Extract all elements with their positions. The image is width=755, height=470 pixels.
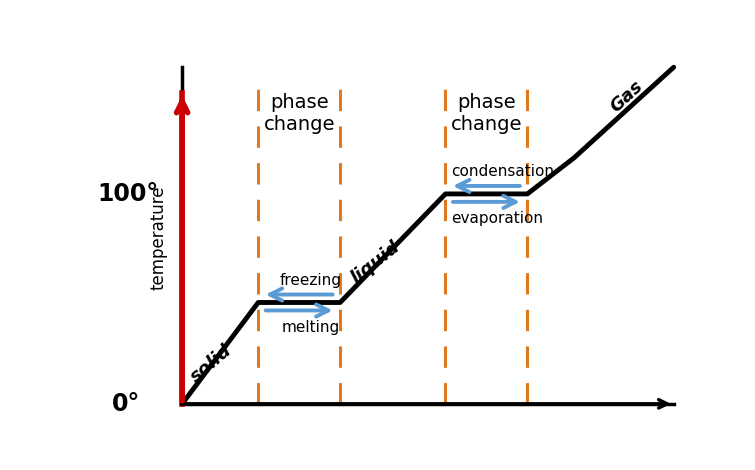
- Text: phase
change: phase change: [451, 93, 522, 133]
- Text: evaporation: evaporation: [451, 211, 544, 226]
- Text: temperature: temperature: [149, 185, 168, 290]
- Text: phase
change: phase change: [263, 93, 335, 133]
- Text: solid: solid: [187, 342, 236, 386]
- Text: condensation: condensation: [451, 164, 554, 179]
- Text: Gas: Gas: [607, 77, 647, 116]
- Text: 0°: 0°: [112, 392, 140, 416]
- Text: freezing: freezing: [280, 273, 342, 288]
- Text: liquid: liquid: [347, 238, 403, 287]
- Text: melting: melting: [282, 320, 340, 335]
- Text: 100°: 100°: [97, 182, 159, 206]
